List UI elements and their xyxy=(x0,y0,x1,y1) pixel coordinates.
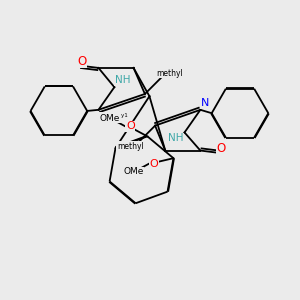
Text: N: N xyxy=(201,98,209,108)
Text: methoxy1: methoxy1 xyxy=(101,113,128,119)
Text: O: O xyxy=(126,121,135,131)
Text: methyl: methyl xyxy=(117,142,144,151)
Text: NH: NH xyxy=(115,75,130,85)
Text: NH: NH xyxy=(168,133,183,143)
Text: N: N xyxy=(98,113,106,123)
Text: O: O xyxy=(216,142,225,155)
Text: O: O xyxy=(77,55,86,68)
Text: O: O xyxy=(150,159,159,169)
Text: OMe: OMe xyxy=(124,167,144,176)
Text: OMe: OMe xyxy=(100,114,120,123)
Text: methyl: methyl xyxy=(156,69,183,78)
